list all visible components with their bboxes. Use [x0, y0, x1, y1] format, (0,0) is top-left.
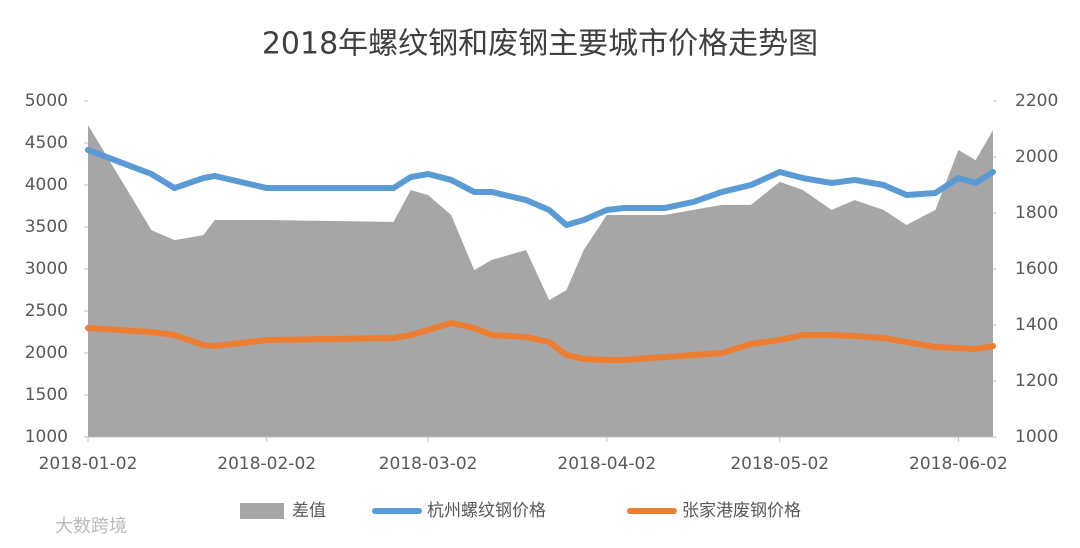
- y-tick-label: 2000: [25, 343, 68, 363]
- y2-tick-label: 1400: [1015, 315, 1058, 335]
- y-tick-label: 4500: [25, 133, 68, 153]
- x-tick-label: 2018-04-02: [557, 454, 656, 474]
- y-tick-label: 4000: [25, 175, 68, 195]
- y2-tick-label: 1800: [1015, 203, 1058, 223]
- y-tick-label: 2500: [25, 301, 68, 321]
- line: [85, 320, 996, 363]
- y2-tick-label: 2000: [1015, 147, 1058, 167]
- y2-tick-label: 2200: [1015, 91, 1058, 111]
- legend-label: 杭州螺纹钢价格: [427, 501, 546, 521]
- x-tick-label: 2018-06-02: [909, 454, 1008, 474]
- area: [88, 125, 993, 437]
- y-tick-label: 3000: [25, 259, 68, 279]
- x-tick-label: 2018-02-02: [217, 454, 316, 474]
- legend-swatch: [240, 503, 284, 519]
- x-tick-label: 2018-01-02: [39, 454, 138, 474]
- line: [85, 146, 996, 228]
- watermark: 大数跨境: [55, 516, 127, 537]
- y2-tick-label: 1200: [1015, 371, 1058, 391]
- y-tick-label: 1500: [25, 385, 68, 405]
- y2-tick-label: 1000: [1015, 427, 1058, 447]
- chart-title: 2018年螺纹钢和废钢主要城市价格走势图: [262, 27, 818, 62]
- y-tick-label: 5000: [25, 91, 68, 111]
- legend-label: 张家港废钢价格: [682, 501, 801, 521]
- y-tick-label: 1000: [25, 427, 68, 447]
- x-tick-label: 2018-05-02: [730, 454, 829, 474]
- y2-tick-label: 1600: [1015, 259, 1058, 279]
- legend-label: 差值: [292, 501, 326, 521]
- x-tick-label: 2018-03-02: [379, 454, 478, 474]
- y-tick-label: 3500: [25, 217, 68, 237]
